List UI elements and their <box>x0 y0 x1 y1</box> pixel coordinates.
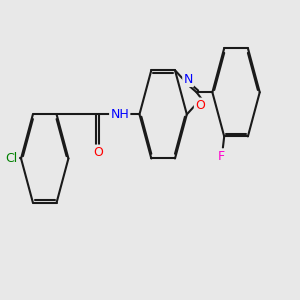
Text: F: F <box>218 150 225 163</box>
Text: Cl: Cl <box>6 152 18 165</box>
Text: NH: NH <box>110 108 129 121</box>
Text: O: O <box>94 146 103 159</box>
Text: O: O <box>195 99 205 112</box>
Text: N: N <box>184 73 193 86</box>
